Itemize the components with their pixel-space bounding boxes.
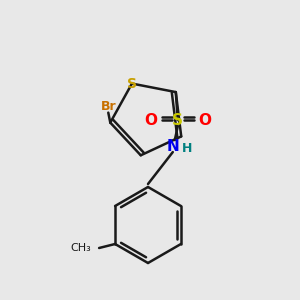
Text: O: O <box>198 112 211 128</box>
Text: CH₃: CH₃ <box>70 243 91 253</box>
Text: H: H <box>182 142 192 154</box>
Text: O: O <box>144 112 157 128</box>
Text: Br: Br <box>100 100 116 113</box>
Text: S: S <box>127 76 137 91</box>
Text: N: N <box>167 139 179 154</box>
Text: S: S <box>172 112 183 128</box>
